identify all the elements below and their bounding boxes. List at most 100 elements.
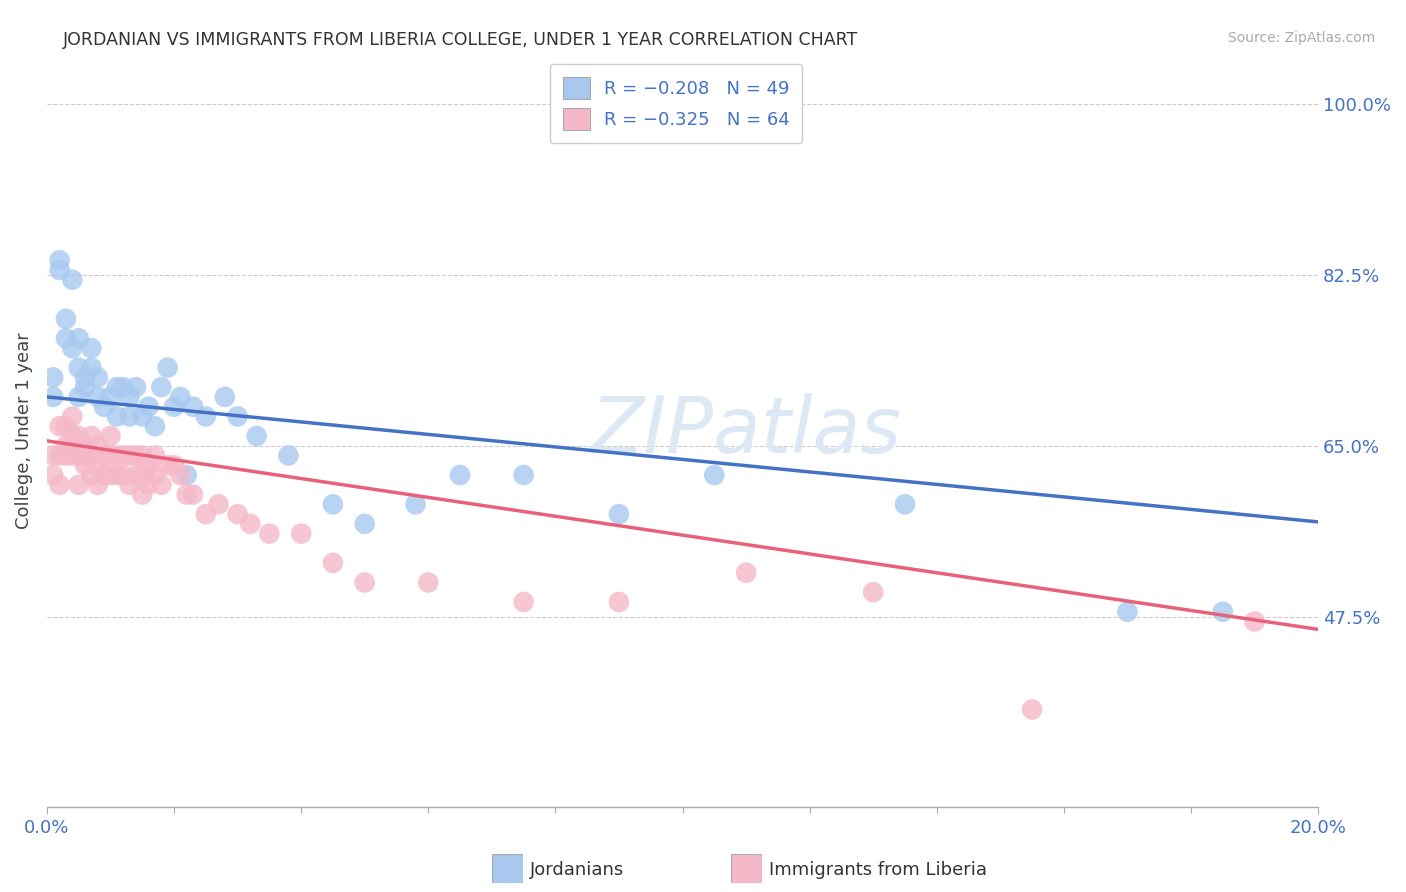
Legend: R = −0.208   N = 49, R = −0.325   N = 64: R = −0.208 N = 49, R = −0.325 N = 64 [550,64,803,143]
Y-axis label: College, Under 1 year: College, Under 1 year [15,333,32,530]
Point [862,585,884,599]
Point [353,575,375,590]
Point [131,487,153,501]
Point [55,439,77,453]
Text: ZIPatlas: ZIPatlas [591,393,901,469]
Point [163,400,186,414]
Text: Immigrants from Liberia: Immigrants from Liberia [769,861,987,879]
Point [80,449,103,463]
Point [1021,702,1043,716]
Point [48,419,70,434]
Point [131,449,153,463]
Point [112,380,135,394]
Point [105,468,128,483]
Point [80,341,103,355]
Point [42,449,65,463]
Point [181,487,204,501]
Point [703,468,725,483]
Point [73,439,96,453]
Point [73,370,96,384]
Point [93,400,115,414]
Point [60,449,83,463]
Point [87,478,110,492]
Point [150,478,173,492]
Point [48,478,70,492]
Point [60,409,83,424]
Point [100,390,122,404]
Point [67,478,90,492]
Point [87,458,110,473]
Point [125,449,148,463]
Point [118,449,141,463]
Point [80,360,103,375]
Point [112,468,135,483]
Point [100,449,122,463]
Point [290,526,312,541]
Point [894,497,917,511]
Point [259,526,281,541]
Point [67,429,90,443]
Point [60,273,83,287]
Point [100,468,122,483]
Point [512,595,534,609]
Point [73,458,96,473]
Point [150,380,173,394]
Point [1212,605,1234,619]
Point [607,595,630,609]
Point [87,390,110,404]
Point [169,468,191,483]
Point [80,429,103,443]
Point [194,507,217,521]
Point [239,516,262,531]
Point [1243,615,1265,629]
Point [156,458,179,473]
Point [100,429,122,443]
Point [143,419,166,434]
Point [42,390,65,404]
Point [125,380,148,394]
Point [214,390,236,404]
Point [55,311,77,326]
Point [55,331,77,345]
Point [143,449,166,463]
Point [105,449,128,463]
Point [181,400,204,414]
Point [169,390,191,404]
Point [67,331,90,345]
Point [163,458,186,473]
Point [418,575,440,590]
Point [194,409,217,424]
Point [207,497,229,511]
Point [42,468,65,483]
Point [93,449,115,463]
Text: JORDANIAN VS IMMIGRANTS FROM LIBERIA COLLEGE, UNDER 1 YEAR CORRELATION CHART: JORDANIAN VS IMMIGRANTS FROM LIBERIA COL… [63,31,859,49]
Point [67,390,90,404]
Point [138,478,160,492]
Point [125,468,148,483]
Point [42,370,65,384]
Point [322,556,344,570]
Point [405,497,427,511]
Point [607,507,630,521]
Point [48,449,70,463]
Point [87,370,110,384]
Point [118,390,141,404]
Point [131,409,153,424]
Point [512,468,534,483]
Point [48,253,70,268]
Point [246,429,269,443]
Point [87,439,110,453]
Point [73,380,96,394]
Point [143,468,166,483]
Point [226,409,249,424]
Point [449,468,471,483]
Point [105,409,128,424]
Point [156,360,179,375]
Point [176,487,198,501]
Text: Jordanians: Jordanians [530,861,624,879]
Point [73,449,96,463]
Point [226,507,249,521]
Point [138,400,160,414]
Point [322,497,344,511]
Point [67,360,90,375]
